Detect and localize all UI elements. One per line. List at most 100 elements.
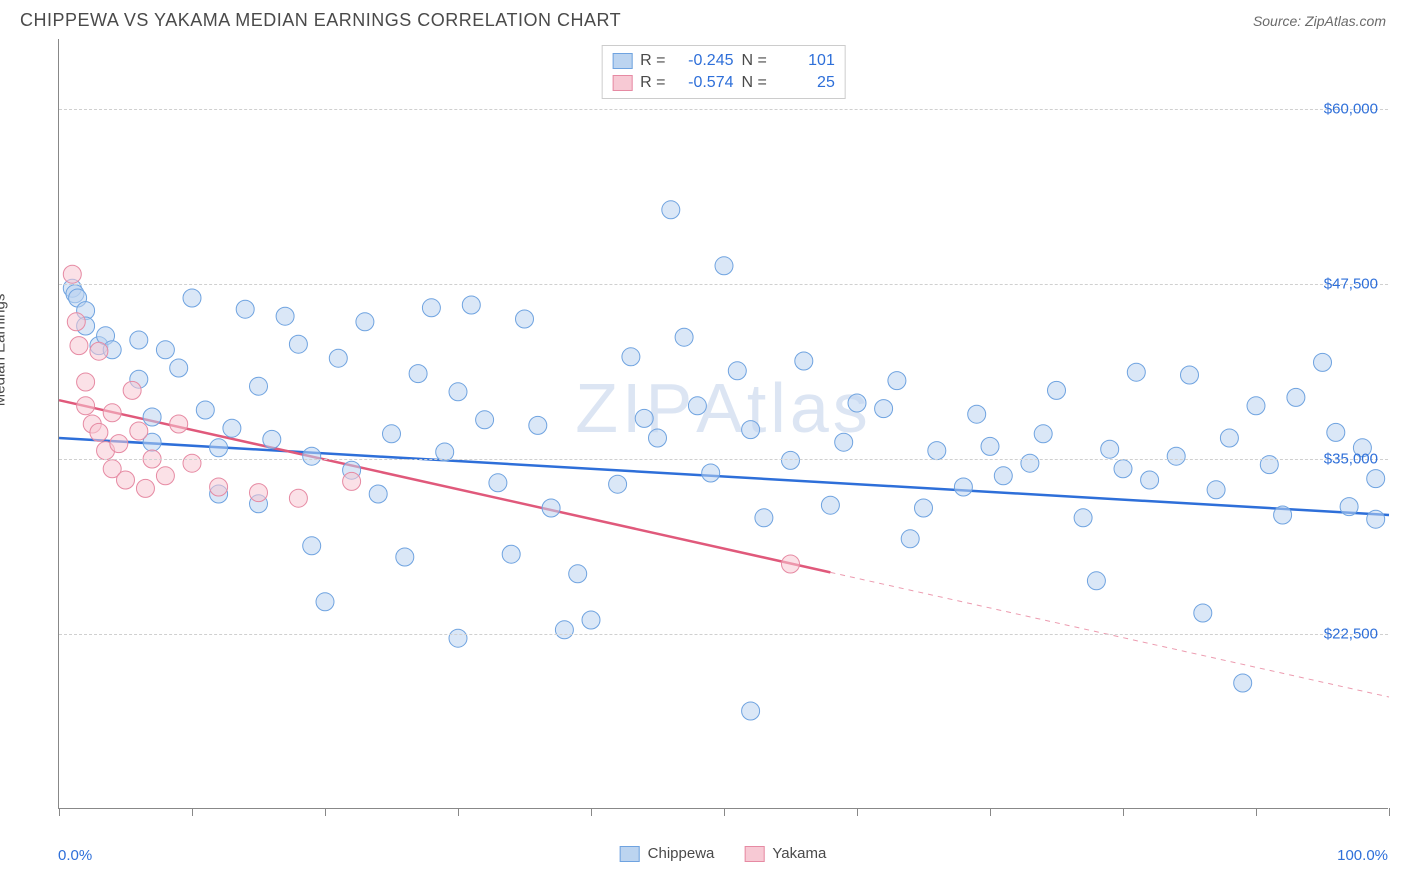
data-point-chippewa <box>742 702 760 720</box>
data-point-chippewa <box>396 548 414 566</box>
chart-container: Median Earnings ZIPAtlas R = -0.245 N = … <box>10 39 1396 869</box>
data-point-chippewa <box>782 451 800 469</box>
stats-r-label: R = <box>640 52 665 70</box>
data-point-chippewa <box>1220 429 1238 447</box>
x-tick <box>724 808 725 816</box>
data-point-chippewa <box>954 478 972 496</box>
gridline <box>59 284 1388 285</box>
data-point-chippewa <box>821 496 839 514</box>
source-attribution: Source: ZipAtlas.com <box>1253 13 1386 29</box>
data-point-yakama <box>782 555 800 573</box>
legend-item-chippewa: Chippewa <box>620 845 715 862</box>
data-point-yakama <box>250 484 268 502</box>
data-point-yakama <box>156 467 174 485</box>
data-point-chippewa <box>449 383 467 401</box>
data-point-chippewa <box>462 296 480 314</box>
plot-svg <box>59 39 1388 808</box>
x-tick <box>1389 808 1390 816</box>
x-tick <box>857 808 858 816</box>
data-point-chippewa <box>263 430 281 448</box>
data-point-chippewa <box>422 299 440 317</box>
x-axis-max-label: 100.0% <box>1337 847 1388 864</box>
y-tick-label: $22,500 <box>1324 626 1378 643</box>
data-point-yakama <box>136 479 154 497</box>
data-point-chippewa <box>968 405 986 423</box>
y-tick-label: $35,000 <box>1324 451 1378 468</box>
data-point-chippewa <box>742 421 760 439</box>
data-point-chippewa <box>635 409 653 427</box>
data-point-chippewa <box>1127 363 1145 381</box>
data-point-chippewa <box>449 629 467 647</box>
data-point-chippewa <box>728 362 746 380</box>
gridline <box>59 109 1388 110</box>
data-point-yakama <box>123 381 141 399</box>
data-point-chippewa <box>250 377 268 395</box>
stats-r-label: R = <box>640 74 665 92</box>
data-point-chippewa <box>702 464 720 482</box>
data-point-chippewa <box>888 372 906 390</box>
data-point-chippewa <box>303 537 321 555</box>
data-point-chippewa <box>1367 510 1385 528</box>
x-tick <box>325 808 326 816</box>
x-tick <box>591 808 592 816</box>
x-axis-min-label: 0.0% <box>58 847 92 864</box>
data-point-chippewa <box>489 474 507 492</box>
stats-row: R = -0.574 N = 25 <box>612 72 835 94</box>
chart-title: CHIPPEWA VS YAKAMA MEDIAN EARNINGS CORRE… <box>20 10 621 31</box>
data-point-yakama <box>77 397 95 415</box>
data-point-chippewa <box>156 341 174 359</box>
stats-n-label: N = <box>742 52 767 70</box>
data-point-chippewa <box>223 419 241 437</box>
data-point-chippewa <box>981 437 999 455</box>
data-point-chippewa <box>130 331 148 349</box>
data-point-chippewa <box>170 359 188 377</box>
data-point-chippewa <box>210 439 228 457</box>
data-point-chippewa <box>1034 425 1052 443</box>
data-point-chippewa <box>994 467 1012 485</box>
y-axis-label: Median Earnings <box>0 294 9 407</box>
source-prefix: Source: <box>1253 13 1305 29</box>
data-point-chippewa <box>476 411 494 429</box>
data-point-yakama <box>343 472 361 490</box>
data-point-chippewa <box>303 447 321 465</box>
data-point-chippewa <box>183 289 201 307</box>
data-point-chippewa <box>383 425 401 443</box>
data-point-yakama <box>70 337 88 355</box>
x-tick <box>1123 808 1124 816</box>
data-point-chippewa <box>928 442 946 460</box>
data-point-chippewa <box>502 545 520 563</box>
data-point-chippewa <box>675 328 693 346</box>
gridline <box>59 634 1388 635</box>
data-point-chippewa <box>529 416 547 434</box>
data-point-chippewa <box>276 307 294 325</box>
data-point-yakama <box>289 489 307 507</box>
plot-area: ZIPAtlas R = -0.245 N = 101 R = -0.574 N… <box>58 39 1388 809</box>
data-point-chippewa <box>542 499 560 517</box>
data-point-chippewa <box>795 352 813 370</box>
data-point-chippewa <box>835 433 853 451</box>
x-tick <box>990 808 991 816</box>
data-point-chippewa <box>329 349 347 367</box>
stats-r-value: -0.245 <box>674 52 734 70</box>
legend-item-yakama: Yakama <box>744 845 826 862</box>
legend-label: Yakama <box>772 845 826 862</box>
data-point-chippewa <box>875 400 893 418</box>
data-point-chippewa <box>196 401 214 419</box>
data-point-yakama <box>63 265 81 283</box>
gridline <box>59 459 1388 460</box>
stats-swatch-icon <box>612 75 632 91</box>
x-tick <box>192 808 193 816</box>
data-point-chippewa <box>1207 481 1225 499</box>
legend-swatch-icon <box>620 846 640 862</box>
data-point-chippewa <box>1194 604 1212 622</box>
stats-n-value: 25 <box>775 74 835 92</box>
data-point-yakama <box>117 471 135 489</box>
data-point-chippewa <box>1234 674 1252 692</box>
data-point-yakama <box>110 435 128 453</box>
data-point-chippewa <box>622 348 640 366</box>
legend-swatch-icon <box>744 846 764 862</box>
legend: Chippewa Yakama <box>620 845 827 862</box>
data-point-chippewa <box>649 429 667 447</box>
data-point-chippewa <box>1167 447 1185 465</box>
legend-label: Chippewa <box>648 845 715 862</box>
